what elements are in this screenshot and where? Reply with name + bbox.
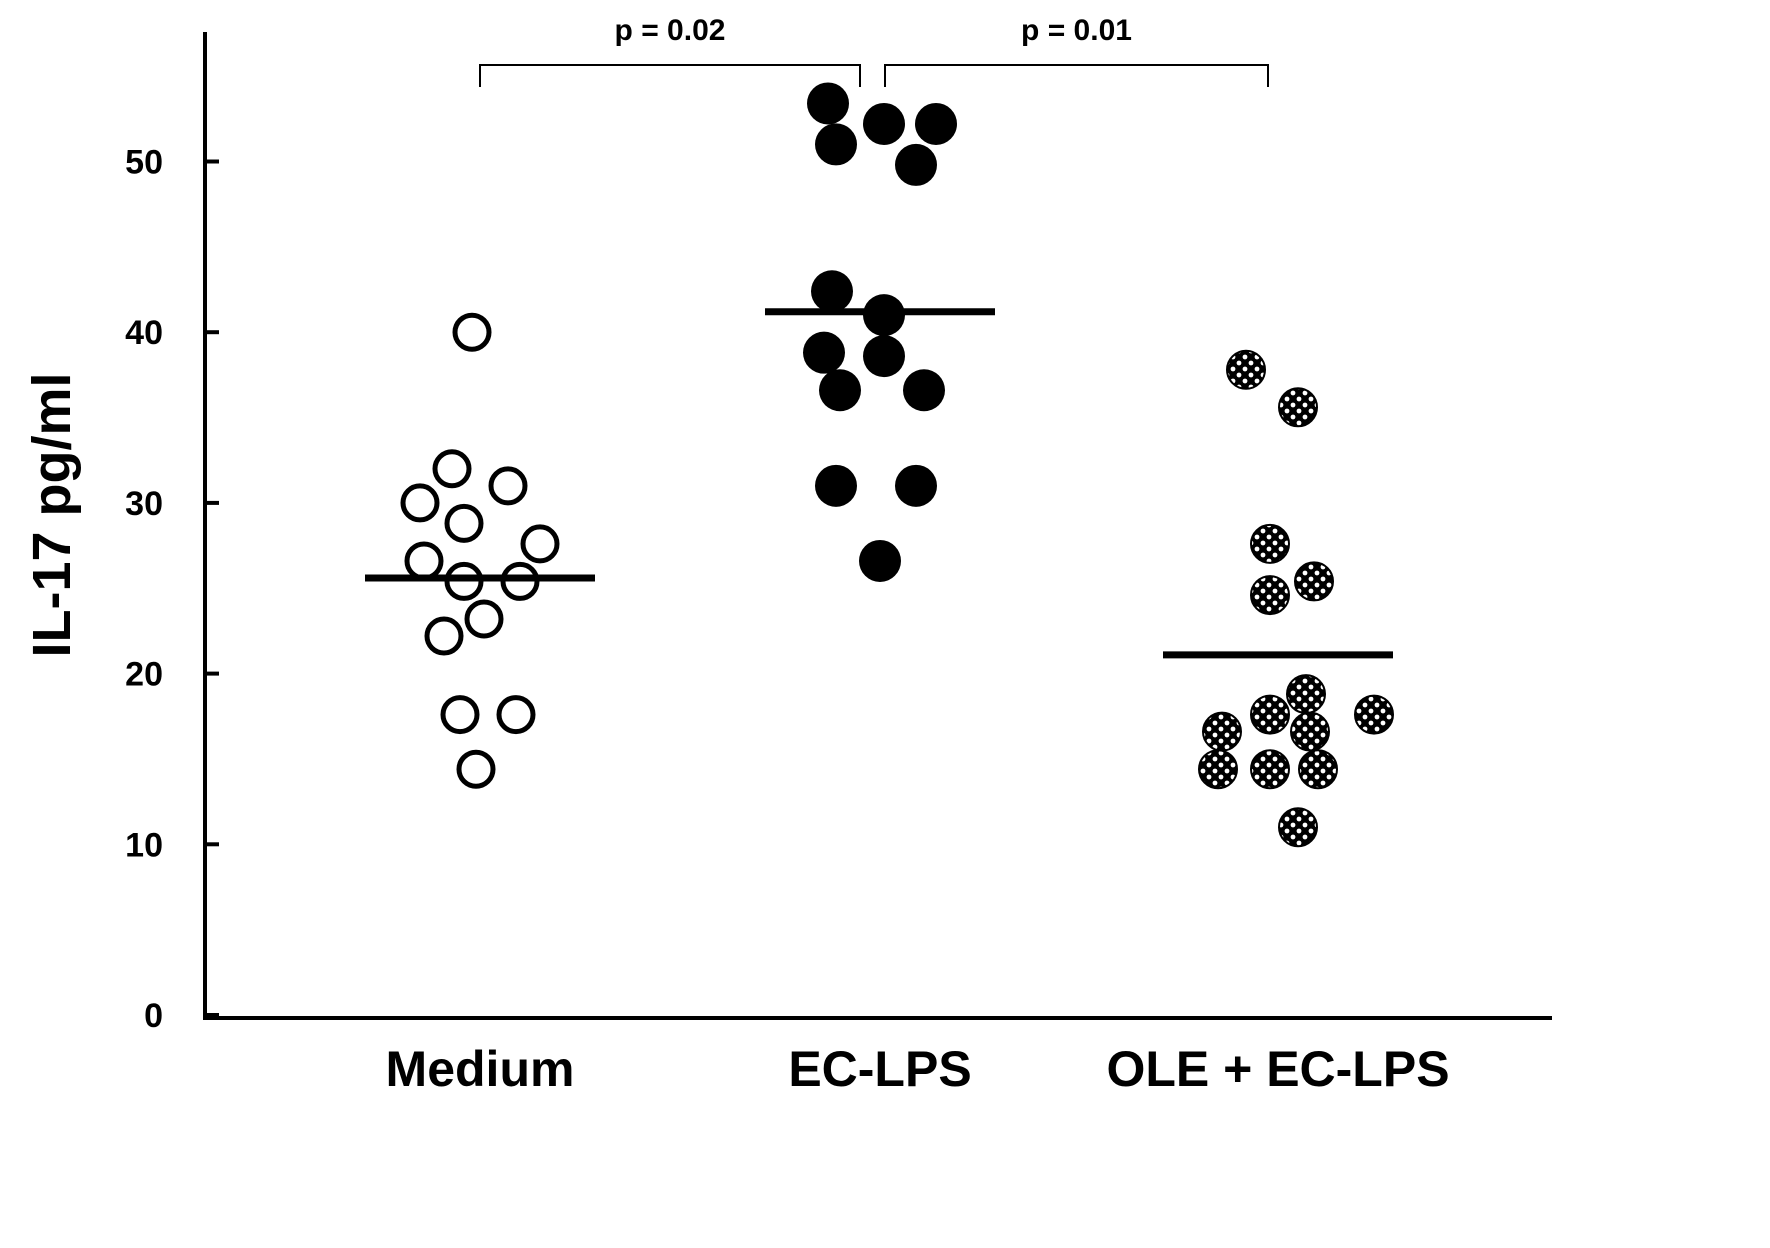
data-point-filled bbox=[895, 143, 937, 186]
data-point-filled bbox=[863, 102, 905, 145]
y-tick-label: 10 bbox=[125, 826, 163, 864]
data-point-patterned bbox=[1250, 749, 1290, 790]
data-point-patterned bbox=[1294, 561, 1334, 602]
data-point-patterned bbox=[1286, 674, 1326, 715]
data-point-filled bbox=[863, 335, 905, 378]
data-point-patterned bbox=[1354, 694, 1394, 735]
data-point-filled bbox=[903, 369, 945, 412]
data-point-filled bbox=[807, 82, 849, 125]
data-point-open bbox=[464, 599, 504, 639]
y-tick-label: 50 bbox=[125, 144, 163, 182]
data-point-open bbox=[520, 524, 560, 564]
data-point-open bbox=[496, 695, 536, 735]
data-point-filled bbox=[859, 539, 901, 582]
data-point-filled bbox=[819, 369, 861, 412]
y-tick-label: 0 bbox=[144, 997, 163, 1035]
category-label: OLE + EC-LPS bbox=[1106, 1041, 1449, 1097]
data-point-patterned bbox=[1250, 694, 1290, 735]
data-point-filled bbox=[803, 331, 845, 374]
data-point-patterned bbox=[1202, 711, 1242, 752]
y-tick-label: 40 bbox=[125, 314, 163, 352]
data-point-open bbox=[444, 503, 484, 543]
data-point-patterned bbox=[1278, 807, 1318, 848]
significance-brackets: p = 0.02 p = 0.01 bbox=[479, 14, 1269, 87]
data-point-patterned bbox=[1298, 749, 1338, 790]
data-points bbox=[400, 82, 1394, 848]
data-point-patterned bbox=[1278, 387, 1318, 428]
x-categories: Medium EC-LPS OLE + EC-LPS bbox=[386, 1041, 1450, 1097]
y-axis: 0 10 20 30 40 50 bbox=[125, 32, 219, 1035]
p-value-label: p = 0.02 bbox=[615, 14, 726, 47]
y-axis-title: IL-17 pg/ml bbox=[22, 372, 82, 657]
data-point-open bbox=[432, 449, 472, 489]
y-tick-label: 20 bbox=[125, 656, 163, 694]
data-point-filled bbox=[811, 270, 853, 313]
data-point-open bbox=[456, 749, 496, 789]
data-point-open bbox=[400, 483, 440, 523]
category-label: EC-LPS bbox=[788, 1041, 971, 1097]
chart: 0 10 20 30 40 50 Medium EC-LPS OLE + EC-LPS IL-… bbox=[22, 14, 1552, 1097]
data-point-patterned bbox=[1290, 711, 1330, 752]
data-point-open bbox=[424, 616, 464, 656]
x-axis: Medium EC-LPS OLE + EC-LPS bbox=[203, 1016, 1552, 1097]
mean-lines bbox=[365, 308, 1393, 659]
data-point-open bbox=[440, 695, 480, 735]
category-label: Medium bbox=[386, 1041, 575, 1097]
significance-bracket bbox=[479, 64, 861, 87]
data-point-open bbox=[452, 312, 492, 352]
data-point-filled bbox=[815, 464, 857, 507]
data-point-filled bbox=[915, 102, 957, 145]
y-tick-label: 30 bbox=[125, 485, 163, 523]
y-ticks: 0 10 20 30 40 50 bbox=[125, 144, 219, 1035]
data-point-patterned bbox=[1226, 349, 1266, 390]
data-point-filled bbox=[815, 123, 857, 166]
data-point-patterned bbox=[1250, 523, 1290, 564]
data-point-filled bbox=[895, 464, 937, 507]
data-point-patterned bbox=[1250, 575, 1290, 616]
data-point-open bbox=[488, 466, 528, 506]
p-value-label: p = 0.01 bbox=[1021, 14, 1132, 47]
data-point-patterned bbox=[1198, 749, 1238, 790]
data-point-open bbox=[404, 541, 444, 581]
significance-bracket bbox=[884, 64, 1269, 87]
